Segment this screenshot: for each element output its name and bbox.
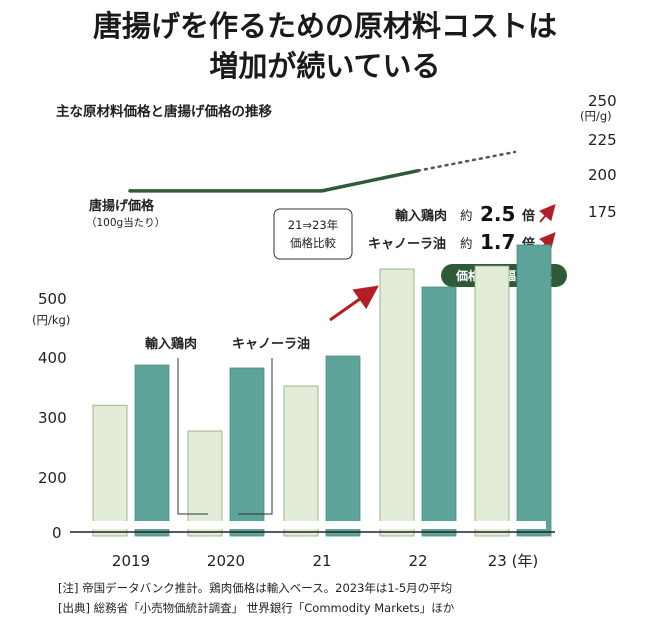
x-tick-label: 21 bbox=[312, 552, 331, 570]
chart-subtitle: 主な原材料価格と唐揚げ価格の推移 bbox=[56, 104, 272, 120]
multiplier-value-chicken: 2.5 bbox=[480, 202, 515, 226]
title-line-1: 唐揚げを作るための原材料コストは bbox=[92, 9, 557, 43]
footnote-note: [注] 帝国データバンク推計。鶏肉価格は輸入ベース。2023年は1-5月の平均 bbox=[58, 581, 453, 595]
legend-leader-chicken bbox=[177, 358, 208, 515]
bar-y-tick: 400 bbox=[38, 349, 67, 367]
comparison-box bbox=[273, 208, 353, 260]
multiplier-label-oil: キャノーラ油 bbox=[368, 236, 446, 252]
bar-oil bbox=[325, 355, 361, 537]
bar-y-tick: 0 bbox=[52, 524, 62, 542]
bar-y-tick: 200 bbox=[38, 469, 67, 487]
line-y-tick: 225 bbox=[588, 131, 617, 149]
x-tick-label: 2019 bbox=[112, 552, 150, 570]
bar-chicken bbox=[92, 404, 128, 537]
x-tick-label: 23 (年) bbox=[488, 552, 539, 570]
karaage-price-forecast-line bbox=[416, 150, 517, 172]
line-series-label: 唐揚げ価格 bbox=[89, 198, 155, 214]
bar-chicken bbox=[187, 430, 223, 537]
line-y-tick: 200 bbox=[588, 166, 617, 184]
legend-label-chicken: 輸入鶏肉 bbox=[145, 336, 197, 352]
karaage-price-line bbox=[128, 168, 420, 193]
footnote-source: [出典] 総務省「小売物価統計調査」 世界銀行「Commodity Market… bbox=[58, 601, 455, 615]
rising-trend-arrow-icon bbox=[329, 285, 379, 322]
bar-y-tick: 500 bbox=[38, 290, 67, 308]
bar-chicken bbox=[474, 265, 510, 537]
x-axis-labels: 2019 2020 21 22 23 (年) bbox=[112, 552, 538, 570]
comparison-box-line1: 21⇒23年 bbox=[288, 218, 338, 232]
bar-y-tick: 300 bbox=[38, 409, 67, 427]
line-unit-label: (円/g) bbox=[580, 109, 612, 123]
multiplier-label-chicken: 輸入鶏肉 bbox=[395, 208, 447, 224]
comparison-box-line2: 価格比較 bbox=[290, 236, 336, 250]
x-tick-label: 2020 bbox=[207, 552, 245, 570]
footnotes: [注] 帝国データバンク推計。鶏肉価格は輸入ベース。2023年は1-5月の平均 … bbox=[58, 578, 454, 618]
line-y-tick: 250 bbox=[588, 92, 617, 110]
line-y-tick: 175 bbox=[588, 203, 617, 221]
chart-title: 唐揚げを作るための原材料コストは 増加が続いている bbox=[0, 6, 650, 86]
multiplier-suffix-chicken: 倍 bbox=[522, 208, 535, 224]
bar-oil bbox=[229, 367, 265, 537]
bar-group bbox=[92, 244, 552, 537]
bar-chicken bbox=[379, 268, 415, 537]
bar-oil bbox=[421, 286, 457, 537]
bar-chicken bbox=[283, 385, 319, 537]
x-tick-label: 22 bbox=[408, 552, 427, 570]
bar-oil bbox=[516, 244, 552, 537]
legend-leader-oil bbox=[238, 358, 273, 515]
multiplier-prefix-chicken: 約 bbox=[460, 208, 473, 223]
bar-unit-label: (円/kg) bbox=[32, 313, 70, 327]
legend-label-oil: キャノーラ油 bbox=[232, 336, 310, 352]
bar-baseline bbox=[90, 521, 546, 529]
title-line-2: 増加が続いている bbox=[209, 49, 441, 83]
bar-oil bbox=[134, 364, 170, 537]
multiplier-prefix-oil: 約 bbox=[460, 236, 473, 251]
up-arrow-icon bbox=[539, 203, 556, 223]
multiplier-value-oil: 1.7 bbox=[480, 230, 515, 254]
line-series-sublabel: （100g当たり） bbox=[86, 216, 165, 229]
